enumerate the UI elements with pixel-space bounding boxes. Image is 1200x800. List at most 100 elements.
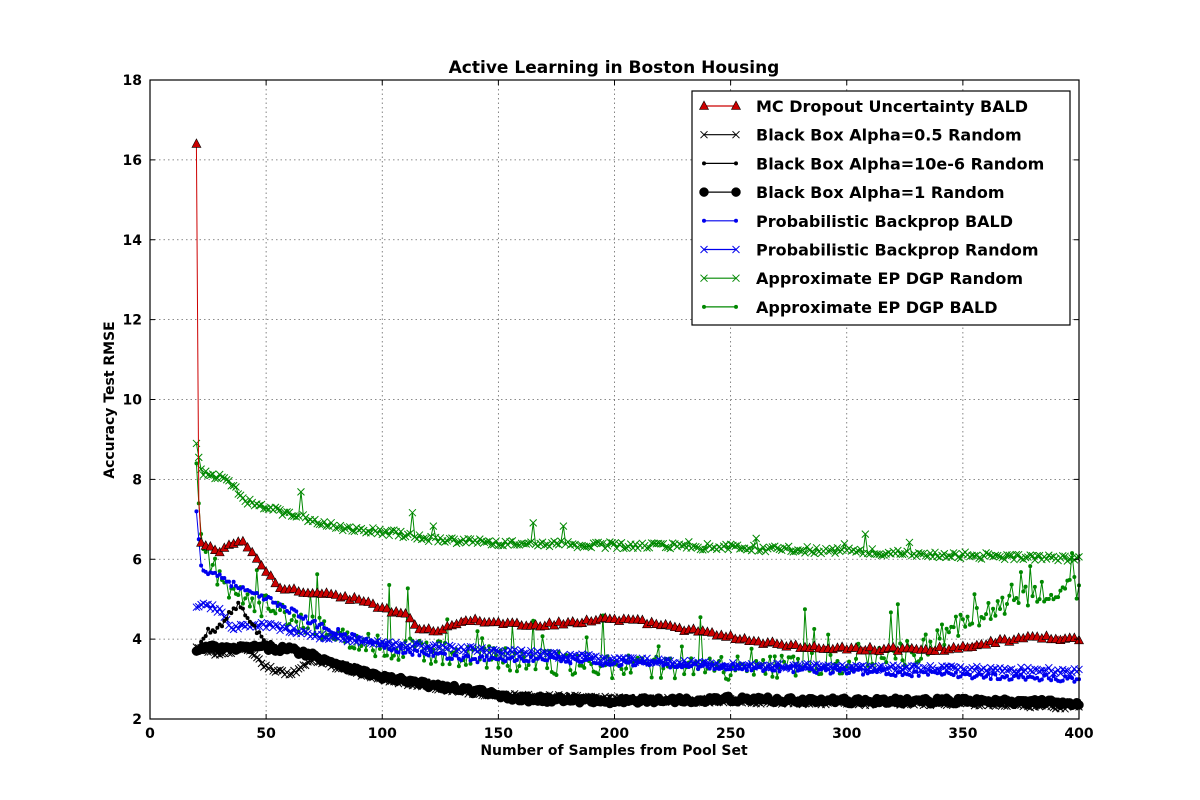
data-point [336, 521, 345, 530]
data-point [984, 612, 989, 617]
data-point [898, 641, 903, 646]
data-point [455, 538, 463, 546]
data-point [564, 654, 572, 663]
data-point [861, 530, 870, 539]
data-point [305, 626, 310, 631]
data-point [405, 586, 410, 591]
data-point [1019, 667, 1028, 676]
data-point [619, 544, 628, 553]
data-point [763, 671, 768, 676]
data-point [791, 670, 796, 675]
data-point [250, 596, 255, 601]
data-point [420, 534, 428, 543]
data-point [526, 663, 531, 668]
data-point [731, 542, 740, 551]
data-point [659, 657, 668, 666]
data-point [240, 601, 245, 606]
data-point [790, 639, 801, 649]
data-point [1046, 597, 1051, 602]
data-point [926, 549, 935, 558]
data-point [215, 604, 224, 613]
data-point [875, 550, 884, 559]
data-point [828, 663, 837, 672]
data-point [273, 600, 278, 605]
data-point [898, 550, 907, 559]
data-point [712, 659, 721, 667]
data-point [805, 662, 814, 671]
data-point [1000, 595, 1005, 600]
data-point [847, 547, 856, 555]
data-point [729, 659, 737, 667]
legend-marker [731, 187, 741, 197]
data-point [745, 661, 754, 670]
data-point [739, 632, 750, 643]
data-point [568, 540, 577, 548]
data-point [959, 665, 967, 674]
data-point [384, 653, 389, 658]
data-point [524, 650, 533, 659]
data-point [318, 630, 326, 639]
data-point [668, 659, 677, 668]
y-tick-label: 12 [123, 313, 142, 329]
legend: MC Dropout Uncertainty BALD Black Box Alp… [691, 90, 1071, 326]
data-point [400, 608, 411, 618]
data-point [538, 538, 547, 547]
series-line [195, 463, 1080, 681]
series-6 [192, 439, 1083, 565]
data-point [273, 611, 278, 616]
data-point [835, 547, 844, 556]
data-point [688, 623, 699, 633]
legend-box [691, 90, 1071, 326]
data-point [517, 646, 526, 655]
y-tick-label: 10 [123, 393, 143, 409]
data-point [313, 519, 322, 528]
data-point [554, 540, 563, 549]
data-point [340, 590, 351, 601]
plot-area [191, 138, 1084, 713]
data-point [357, 647, 362, 652]
data-point [972, 592, 977, 597]
data-point [420, 644, 428, 653]
data-point [254, 591, 259, 596]
data-point [466, 535, 475, 543]
y-tick-label: 8 [132, 472, 142, 488]
data-point [910, 661, 918, 670]
data-point [505, 663, 510, 668]
data-point [1017, 554, 1025, 563]
data-point [417, 653, 422, 658]
data-point [222, 475, 231, 484]
data-point [989, 552, 997, 561]
x-tick-label: 300 [832, 726, 861, 742]
data-point [1051, 674, 1056, 679]
data-point [1041, 630, 1052, 640]
data-point [401, 643, 410, 652]
data-point [826, 632, 831, 637]
data-point [768, 663, 777, 671]
data-point [462, 538, 470, 547]
data-point [619, 663, 624, 668]
data-point [852, 548, 860, 556]
data-point [424, 640, 429, 645]
data-point [812, 626, 817, 631]
legend-label: Black Box Alpha=10e-6 Random [756, 154, 1044, 173]
data-point [935, 628, 940, 633]
data-point [429, 641, 438, 650]
data-point [589, 539, 598, 548]
data-point [290, 624, 298, 633]
y-axis-label: Accuracy Test RMSE [102, 321, 118, 479]
data-point [747, 546, 756, 555]
data-point [343, 523, 352, 532]
data-point [240, 585, 245, 590]
data-point [333, 637, 338, 642]
legend-marker [700, 274, 708, 283]
data-point [691, 672, 696, 677]
legend-marker [700, 245, 708, 254]
data-point [606, 655, 614, 664]
data-point [540, 541, 549, 550]
data-point [870, 664, 879, 673]
data-point [657, 657, 665, 666]
data-point [777, 663, 786, 672]
data-point [468, 661, 473, 666]
data-point [1042, 599, 1047, 604]
data-point [231, 579, 236, 584]
